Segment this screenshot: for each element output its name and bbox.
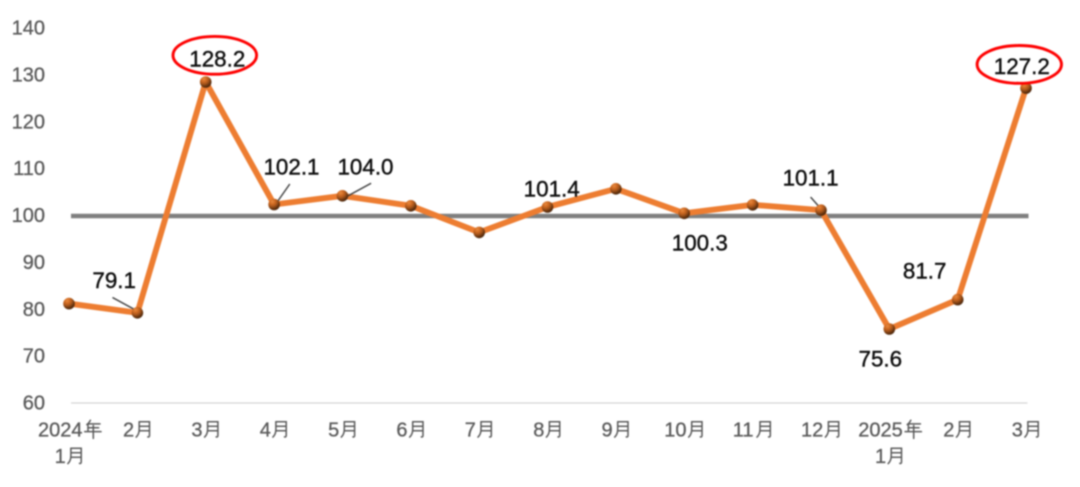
svg-text:104.0: 104.0 [337,155,393,180]
svg-text:60: 60 [23,393,45,415]
svg-text:10: 10 [664,420,686,442]
svg-text:12: 12 [801,420,823,442]
svg-text:140: 140 [12,18,45,40]
svg-text:75.6: 75.6 [859,347,903,372]
svg-text:100.3: 100.3 [672,231,728,256]
svg-text:2: 2 [943,420,954,442]
svg-text:128.2: 128.2 [189,46,245,71]
svg-text:2: 2 [123,420,134,442]
svg-text:5: 5 [328,420,339,442]
svg-text:2024: 2024 [38,420,83,442]
svg-text:101.4: 101.4 [524,177,580,202]
svg-text:81.7: 81.7 [903,259,947,284]
svg-text:2025: 2025 [858,420,903,442]
svg-text:102.1: 102.1 [263,155,319,180]
svg-text:4: 4 [260,420,271,442]
svg-text:1: 1 [55,446,66,468]
svg-text:6: 6 [396,420,407,442]
svg-text:130: 130 [12,65,45,87]
svg-text:3: 3 [191,420,202,442]
svg-text:90: 90 [23,252,45,274]
svg-text:11: 11 [733,420,754,442]
svg-text:101.1: 101.1 [783,166,839,191]
svg-text:7: 7 [465,420,476,442]
svg-text:9: 9 [602,420,613,442]
svg-text:79.1: 79.1 [92,268,136,293]
svg-text:1: 1 [875,446,886,468]
svg-text:120: 120 [12,111,45,133]
svg-text:127.2: 127.2 [994,54,1050,79]
svg-text:80: 80 [23,299,45,321]
svg-text:8: 8 [533,420,544,442]
svg-text:100: 100 [12,205,45,227]
svg-text:70: 70 [23,346,45,368]
svg-text:110: 110 [13,158,45,180]
svg-text:3: 3 [1012,420,1023,442]
